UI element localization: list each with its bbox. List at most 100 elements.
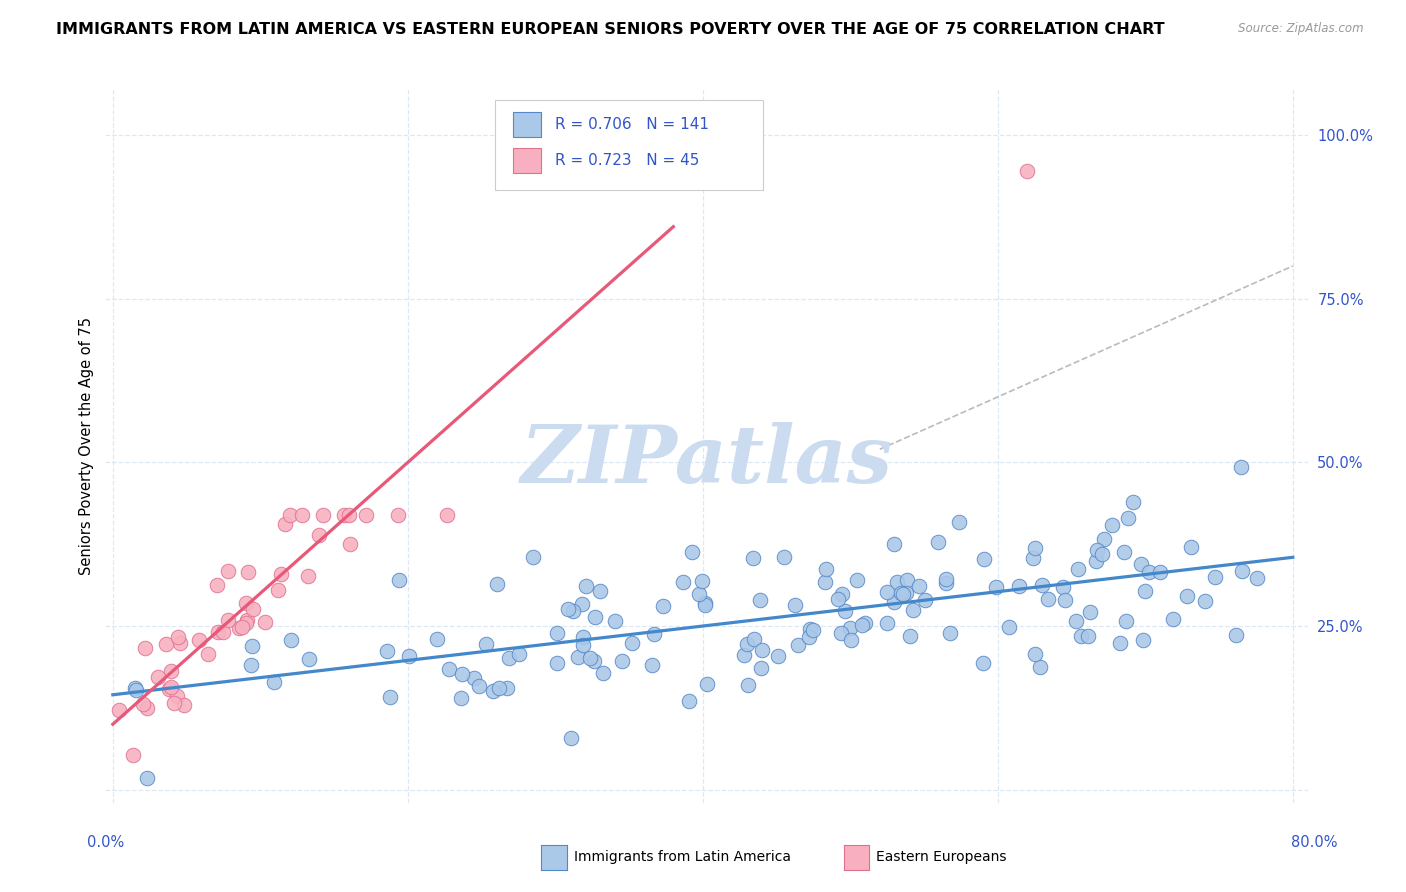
Point [696, 676, 718, 690]
Point [136, 700, 159, 714]
Point [280, 632, 302, 647]
Point [312, 508, 335, 522]
Point [546, 656, 568, 670]
Point [1194, 594, 1216, 608]
Point [1085, 543, 1108, 558]
Point [482, 684, 505, 698]
Point [575, 579, 598, 593]
Text: Eastern Europeans: Eastern Europeans [876, 850, 1007, 864]
Point [146, 670, 169, 684]
Point [107, 703, 129, 717]
Point [678, 694, 700, 708]
Point [1149, 565, 1171, 579]
Text: R = 0.706   N = 141: R = 0.706 N = 141 [555, 118, 710, 132]
Point [579, 651, 602, 665]
Point [228, 621, 250, 635]
Point [263, 675, 285, 690]
Point [231, 620, 253, 634]
Point [1022, 550, 1045, 565]
Point [1053, 593, 1076, 607]
Point [883, 536, 905, 550]
Point [672, 575, 695, 590]
Point [169, 636, 191, 650]
Point [621, 636, 644, 650]
Point [1085, 554, 1108, 568]
Point [690, 574, 713, 589]
Text: 80.0%: 80.0% [1291, 836, 1339, 850]
Point [132, 697, 155, 711]
Point [1017, 164, 1039, 178]
Point [242, 602, 264, 616]
Point [927, 535, 949, 549]
Point [297, 569, 319, 583]
Point [157, 681, 180, 696]
Text: 0.0%: 0.0% [87, 836, 124, 850]
Point [914, 593, 936, 607]
Point [772, 549, 794, 564]
Point [984, 580, 1007, 594]
Point [253, 615, 276, 629]
Point [356, 508, 378, 522]
Point [695, 598, 717, 612]
Y-axis label: Seniors Poverty Over the Age of 75: Seniors Poverty Over the Age of 75 [79, 317, 94, 575]
Point [1132, 632, 1154, 647]
Point [240, 639, 263, 653]
Point [291, 508, 314, 522]
Point [890, 586, 912, 600]
Point [557, 602, 579, 616]
Point [339, 508, 361, 522]
Point [827, 592, 849, 607]
Point [1246, 571, 1268, 585]
Point [1116, 510, 1139, 524]
Point [308, 528, 330, 542]
Point [160, 680, 183, 694]
Point [387, 508, 409, 522]
Point [934, 572, 956, 586]
Point [1122, 495, 1144, 509]
Point [1070, 629, 1092, 643]
Point [851, 618, 873, 632]
Point [681, 545, 703, 559]
Point [166, 690, 188, 704]
Point [1101, 518, 1123, 533]
Point [375, 644, 398, 658]
Point [1129, 558, 1152, 572]
Point [688, 587, 710, 601]
Point [751, 642, 773, 657]
Point [270, 566, 292, 581]
Point [278, 508, 301, 522]
Point [592, 666, 614, 681]
Point [883, 595, 905, 609]
Point [641, 657, 664, 672]
Point [378, 690, 401, 704]
Point [1029, 660, 1052, 674]
Point [948, 516, 970, 530]
Point [134, 641, 156, 656]
Point [571, 597, 593, 611]
Point [1064, 614, 1087, 628]
Point [508, 647, 530, 661]
Point [643, 627, 665, 641]
Point [766, 649, 789, 664]
Point [1091, 547, 1114, 561]
Point [274, 517, 297, 532]
Point [450, 691, 472, 706]
Point [475, 637, 498, 651]
Point [815, 562, 838, 576]
Point [605, 614, 627, 628]
Point [567, 649, 589, 664]
Point [845, 573, 868, 587]
Point [876, 584, 898, 599]
Point [908, 579, 931, 593]
Point [436, 508, 458, 522]
Point [814, 575, 837, 590]
Point [124, 681, 146, 695]
Point [1137, 565, 1160, 579]
Point [801, 623, 824, 637]
Point [742, 632, 765, 647]
Point [437, 662, 460, 676]
Point [830, 626, 852, 640]
Point [212, 625, 235, 640]
Point [188, 632, 211, 647]
Point [236, 613, 259, 627]
